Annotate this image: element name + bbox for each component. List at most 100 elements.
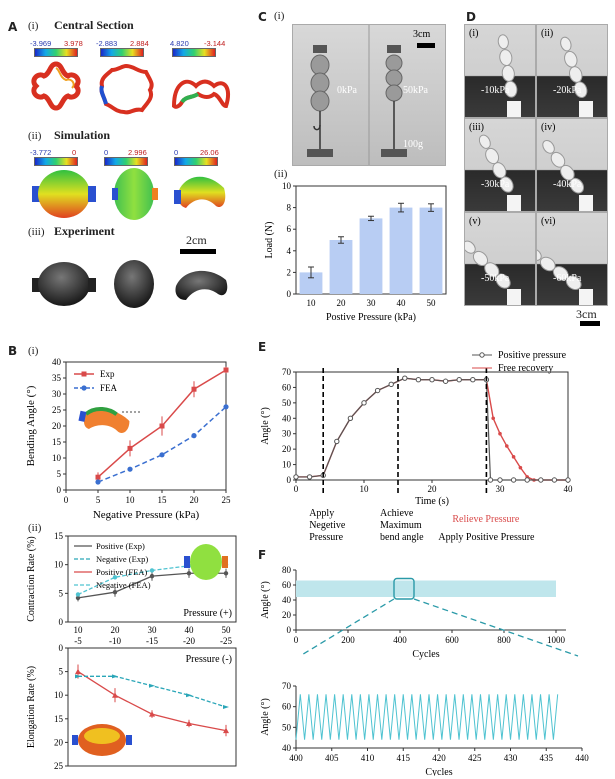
central-section-shapes — [31, 61, 231, 115]
central-section-title: Central Section — [54, 18, 134, 32]
panel-a-iii-tag: (iii) — [28, 226, 45, 238]
label-50kpa: 50kPa — [403, 85, 428, 96]
y-tick-label: 40 — [282, 743, 292, 753]
y-tick-label: 50 — [282, 398, 292, 408]
annotation-apply-negative: Apply — [309, 508, 334, 519]
zoom-connector-left — [299, 598, 395, 657]
positive-fea-point — [149, 711, 155, 717]
free-recovery-point — [498, 431, 502, 436]
x-tick-label: 420 — [432, 753, 446, 763]
sim-left-cap-b — [88, 186, 96, 202]
zoom-box — [393, 577, 415, 600]
actuator-drawing — [497, 34, 521, 117]
positive-pressure-line — [296, 377, 568, 481]
exp-cap-a — [32, 278, 40, 292]
actuator-drawing — [465, 240, 521, 305]
x-tick-label: 800 — [497, 635, 511, 645]
inset-cap-left — [184, 556, 190, 568]
scale-bar-3cm-c — [417, 43, 435, 48]
cross-section-hexagon — [99, 63, 154, 115]
panel-c-ii-tag: (ii) — [274, 168, 288, 180]
annotation-apply-negative: Pressure — [309, 532, 343, 543]
exp-point — [95, 474, 101, 480]
x-tick-label-top: 10 — [74, 625, 84, 635]
panel-a-i-tag: (i) — [28, 20, 39, 32]
y-tick-label: 10 — [52, 453, 62, 463]
cycle-waveform — [295, 694, 559, 740]
colorbar-cs-3 — [172, 48, 216, 57]
cross-section-flower — [31, 61, 81, 111]
y-axis-label-bottom: Elongation Rate (%) — [26, 666, 37, 748]
actuator-unit — [537, 248, 542, 261]
actuator-unit — [478, 134, 491, 149]
legend-label: Negative (Exp) — [96, 554, 148, 564]
y-tick-label: 35 — [52, 373, 62, 383]
x-tick-label: 400 — [289, 753, 303, 763]
exp-unit-bent — [175, 270, 228, 300]
positive-pressure-point — [388, 381, 394, 388]
colorbar-sim-3-max: 26.06 — [200, 148, 219, 157]
colorbar-sim-3-min: 0 — [174, 148, 179, 157]
colorbar-cs-1-max: 3.978 — [64, 39, 83, 48]
y-tick-label: 20 — [54, 737, 64, 747]
actuator-body — [537, 248, 582, 291]
exp-point — [191, 386, 197, 392]
x-tick-label: 30 — [367, 298, 377, 308]
photo-tag: (v) — [469, 216, 481, 227]
colorbar-sim-2 — [104, 157, 148, 166]
actuator-unit — [465, 240, 476, 254]
annotation-max-bend: Maximum — [380, 520, 422, 531]
y-tick-label: 20 — [52, 421, 62, 431]
actuator-base — [507, 101, 521, 117]
positive-exp-point — [186, 571, 192, 576]
y-tick-label: 5 — [59, 667, 64, 677]
cross-section-flower-inner — [55, 67, 75, 89]
annotation-apply-positive: Apply Positive Pressure — [438, 532, 535, 543]
positive-exp-point — [112, 589, 118, 595]
sim-unit-expanded — [114, 168, 154, 220]
positive-pressure-point — [456, 377, 462, 383]
x-tick-label: 5 — [96, 495, 101, 505]
y-tick-label: 80 — [282, 565, 292, 575]
photo-tag: (iii) — [469, 122, 484, 133]
left-weight — [307, 149, 333, 157]
x-axis-label-bottom: Pressure (-) — [186, 654, 232, 665]
actuator-body — [560, 36, 588, 99]
free-recovery-point — [511, 455, 516, 459]
positive-pressure-point — [524, 477, 530, 483]
annotation-max-bend: bend angle — [380, 532, 424, 543]
positive-pressure-point — [347, 415, 354, 421]
bending-photo: (vi) -60kPa — [536, 212, 608, 306]
x-tick-label-bottom: -20 — [183, 636, 195, 646]
y-axis-label: Bending Angle (°) — [25, 385, 37, 466]
actuator-base — [579, 195, 593, 211]
y-tick-label: 60 — [282, 580, 292, 590]
actuator-body — [478, 134, 514, 193]
photo-pressure: -60kPa — [553, 273, 582, 284]
negative-exp-point — [186, 693, 192, 698]
x-tick-label: 425 — [468, 753, 482, 763]
x-tick-label-top: 50 — [222, 625, 232, 635]
legend-exp-marker — [81, 371, 87, 377]
y-tick-label: 10 — [282, 181, 292, 191]
positive-exp-point — [75, 595, 81, 601]
bar — [299, 272, 323, 294]
x-tick-label: 20 — [190, 495, 200, 505]
panel-c-i-tag: (i) — [274, 10, 285, 22]
positive-fea-point — [186, 720, 192, 727]
actuator-unit — [564, 50, 578, 68]
y-tick-label: 15 — [54, 531, 64, 541]
colorbar-sim-1 — [34, 157, 78, 166]
fea-point — [159, 452, 165, 458]
actuator-unit — [539, 256, 556, 272]
y-tick-label: 60 — [282, 702, 292, 712]
y-tick-label: 0 — [287, 475, 292, 485]
plot-frame-top — [67, 535, 237, 623]
scale-bar-3cm-d — [580, 321, 600, 326]
negative-exp-point — [223, 705, 229, 709]
x-tick-label: 40 — [397, 298, 407, 308]
free-recovery-line — [296, 377, 568, 481]
x-tick-label: 25 — [222, 495, 232, 505]
legend-fea-label: FEA — [100, 383, 118, 393]
positive-pressure-point — [334, 438, 340, 445]
